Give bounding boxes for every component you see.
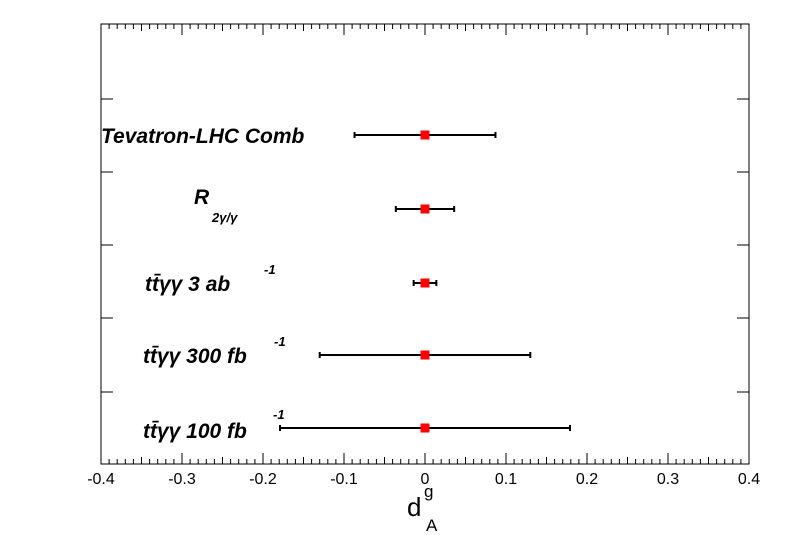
x-tick-label: -0.4 xyxy=(87,471,115,488)
x-tick-label: 0 xyxy=(421,471,430,488)
data-points xyxy=(279,130,571,433)
label-r-ratio: R xyxy=(194,186,210,209)
label-tt-100fb-sup: -1 xyxy=(273,407,285,422)
x-tick-labels: -0.4 -0.3 -0.2 -0.1 0 0.1 0.2 0.3 0.4 xyxy=(87,471,760,488)
x-tick-label: 0.2 xyxy=(576,471,598,488)
x-tick-label: 0.1 xyxy=(495,471,517,488)
x-ticks-bottom xyxy=(100,453,750,464)
x-axis-title-sup: g xyxy=(424,482,433,501)
data-point-marker xyxy=(420,350,430,360)
x-tick-label: 0.3 xyxy=(657,471,679,488)
data-point-marker xyxy=(420,204,430,214)
plot-frame xyxy=(100,23,750,465)
label-tt-3ab-sup: -1 xyxy=(264,262,276,277)
data-point-marker xyxy=(420,130,430,140)
y-ticks xyxy=(101,98,749,393)
label-tt-300fb: tt̄γγ 300 fb xyxy=(143,345,247,368)
x-axis-title-sub: A xyxy=(426,516,438,535)
x-axis-title: d xyxy=(407,492,421,522)
label-tt-300fb-sup: -1 xyxy=(274,334,286,349)
label-tevatron-lhc: Tevatron-LHC Comb xyxy=(101,125,305,148)
x-ticks-top xyxy=(100,24,750,35)
label-tt-100fb: tt̄γγ 100 fb xyxy=(143,420,247,443)
label-tt-3ab: tt̄γγ 3 ab xyxy=(145,273,230,296)
x-tick-label: -0.1 xyxy=(330,471,358,488)
data-point-marker xyxy=(420,423,430,433)
data-point-marker xyxy=(420,278,430,288)
x-tick-label: -0.2 xyxy=(249,471,277,488)
x-tick-label: 0.4 xyxy=(738,471,760,488)
x-tick-label: -0.3 xyxy=(168,471,196,488)
label-r-ratio-sub: 2γ/γ xyxy=(211,210,238,225)
